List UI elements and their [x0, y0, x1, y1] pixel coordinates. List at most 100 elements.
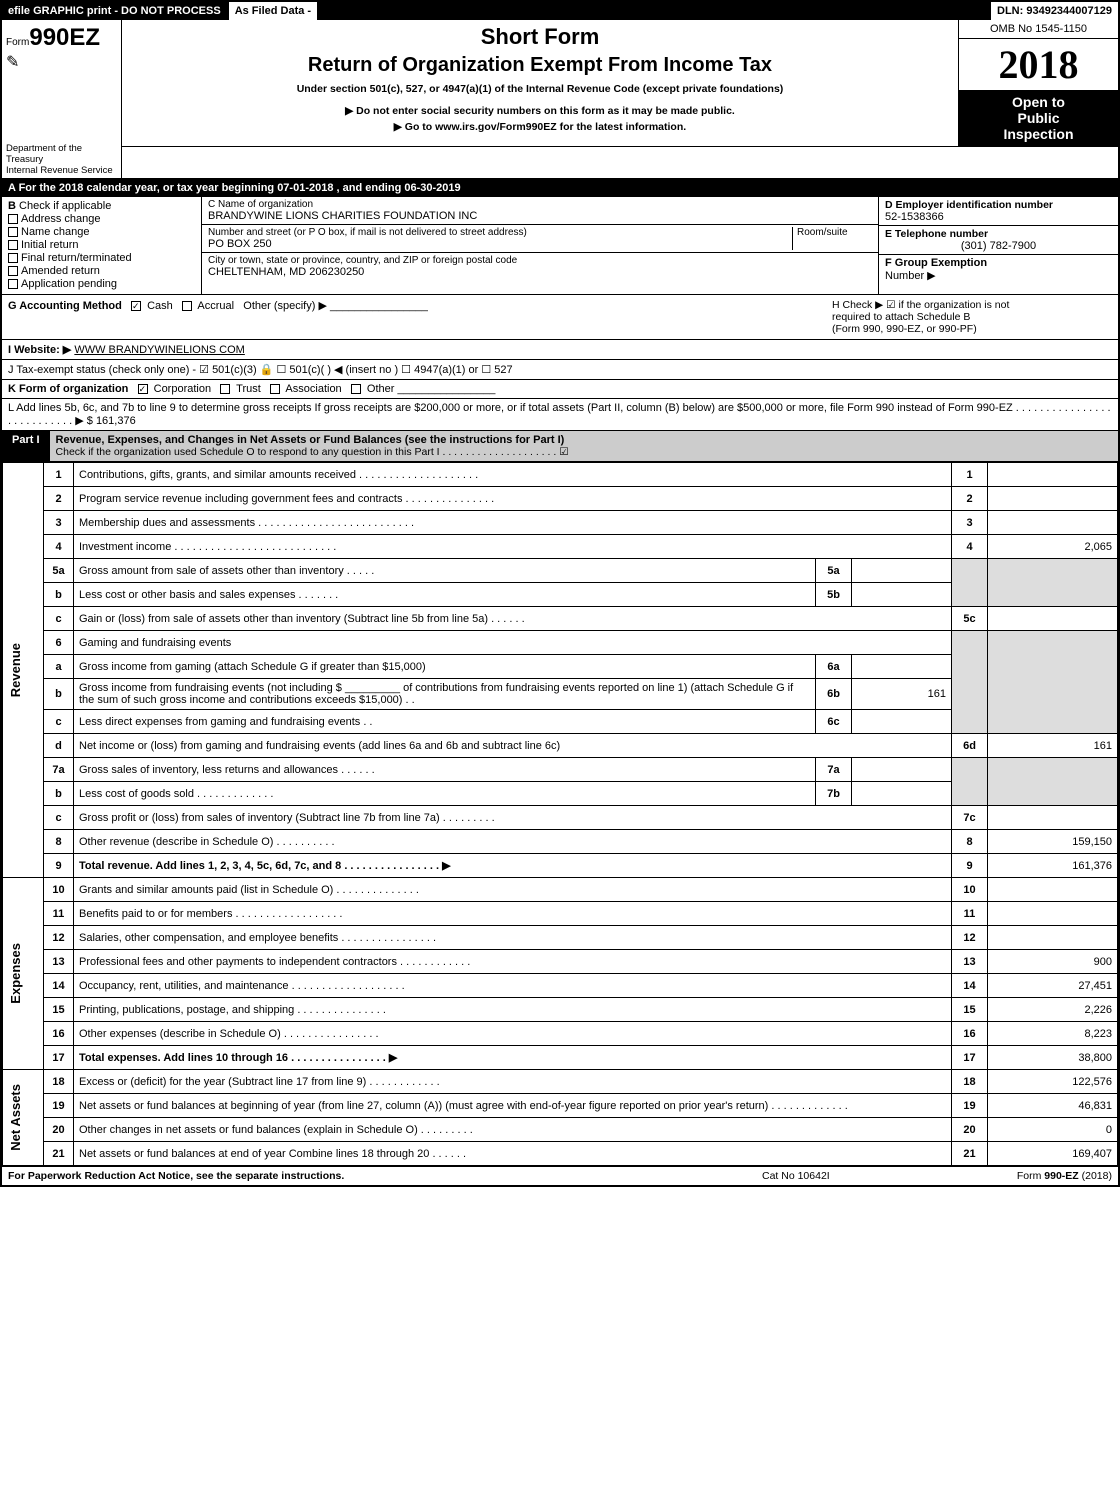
checkbox-corp-icon[interactable]: [138, 384, 148, 394]
dept3: Internal Revenue Service: [6, 165, 117, 176]
line-value: 159,150: [988, 830, 1118, 854]
section-def: D Employer identification number 52-1538…: [878, 197, 1118, 294]
table-row: 14 Occupancy, rent, utilities, and maint…: [3, 974, 1118, 998]
line-number: 17: [44, 1046, 74, 1070]
table-row: 7a Gross sales of inventory, less return…: [3, 758, 1118, 782]
instruct-wrap: ▶ Do not enter social security numbers o…: [130, 101, 950, 137]
cb-application-pending[interactable]: Application pending: [8, 278, 195, 290]
i-label: I Website: ▶: [8, 344, 71, 356]
grey-cell: [988, 758, 1118, 806]
grey-cell: [988, 631, 1118, 734]
line-value: [988, 878, 1118, 902]
title-right: OMB No 1545-1150 2018 Open to Public Ins…: [958, 20, 1118, 146]
table-row: 3 Membership dues and assessments . . . …: [3, 511, 1118, 535]
dept2: Treasury: [6, 154, 117, 165]
open-to-public-box: Open to Public Inspection: [959, 90, 1118, 146]
k-label: K Form of organization: [8, 383, 128, 395]
line-value: 38,800: [988, 1046, 1118, 1070]
table-row: c Gross profit or (loss) from sales of i…: [3, 806, 1118, 830]
table-row: 20 Other changes in net assets or fund b…: [3, 1118, 1118, 1142]
line-numcol: 2: [952, 487, 988, 511]
line-number: 21: [44, 1142, 74, 1166]
table-row: 12 Salaries, other compensation, and emp…: [3, 926, 1118, 950]
dln-label: DLN: 93492344007129: [989, 2, 1118, 20]
line-value: 2,226: [988, 998, 1118, 1022]
vert-netassets-label: Net Assets: [8, 1084, 23, 1151]
line-number: 5a: [44, 559, 74, 583]
checkbox-icon: [8, 214, 18, 224]
line-desc: Total expenses. Add lines 10 through 16 …: [74, 1046, 952, 1070]
section-e: E Telephone number (301) 782-7900: [879, 226, 1118, 255]
line-numcol: 3: [952, 511, 988, 535]
cb-final-return[interactable]: Final return/terminated: [8, 252, 195, 264]
line-desc: Benefits paid to or for members . . . . …: [74, 902, 952, 926]
line-desc: Salaries, other compensation, and employ…: [74, 926, 952, 950]
cb-initial-return[interactable]: Initial return: [8, 239, 195, 251]
line-numcol: 11: [952, 902, 988, 926]
grey-cell: [988, 559, 1118, 607]
line-numcol: 6d: [952, 734, 988, 758]
line-number: 9: [44, 854, 74, 878]
line-desc: Net assets or fund balances at end of ye…: [74, 1142, 952, 1166]
website-url[interactable]: WWW BRANDYWINELIONS COM: [74, 344, 245, 356]
table-row: Revenue 1 Contributions, gifts, grants, …: [3, 463, 1118, 487]
goto-link[interactable]: ▶ Go to www.irs.gov/Form990EZ for the la…: [130, 121, 950, 133]
b-label: B: [8, 200, 16, 212]
k-other: Other: [367, 383, 395, 395]
line-desc: Gross amount from sale of assets other t…: [74, 559, 816, 583]
d-label: D Employer identification number: [885, 199, 1112, 211]
line-numcol: 18: [952, 1070, 988, 1094]
line-value: 27,451: [988, 974, 1118, 998]
section-h: H Check ▶ ☑ if the organization is not r…: [832, 299, 1112, 335]
line-number: 4: [44, 535, 74, 559]
checkbox-cash-icon[interactable]: [131, 301, 141, 311]
org-name: BRANDYWINE LIONS CHARITIES FOUNDATION IN…: [208, 210, 872, 222]
sub-value: [852, 583, 952, 607]
table-row: 15 Printing, publications, postage, and …: [3, 998, 1118, 1022]
line-value: 169,407: [988, 1142, 1118, 1166]
sub-value: [852, 782, 952, 806]
table-row: 13 Professional fees and other payments …: [3, 950, 1118, 974]
cb-amended-return[interactable]: Amended return: [8, 265, 195, 277]
table-row: a Gross income from gaming (attach Sched…: [3, 655, 1118, 679]
sub-number: 5a: [816, 559, 852, 583]
table-row: 11 Benefits paid to or for members . . .…: [3, 902, 1118, 926]
line-desc: Professional fees and other payments to …: [74, 950, 952, 974]
checkbox-other-icon[interactable]: [351, 384, 361, 394]
cb-name-change[interactable]: Name change: [8, 226, 195, 238]
short-form-title: Short Form: [130, 24, 950, 50]
g-accrual: Accrual: [197, 300, 234, 312]
line-value: [988, 487, 1118, 511]
line-desc: Excess or (deficit) for the year (Subtra…: [74, 1070, 952, 1094]
line-numcol: 1: [952, 463, 988, 487]
ssn-warning: ▶ Do not enter social security numbers o…: [130, 105, 950, 117]
checkbox-assoc-icon[interactable]: [270, 384, 280, 394]
line-value: 122,576: [988, 1070, 1118, 1094]
checkbox-accrual-icon[interactable]: [182, 301, 192, 311]
table-row: b Less cost of goods sold . . . . . . . …: [3, 782, 1118, 806]
sub-number: 6c: [816, 710, 852, 734]
line-number: 6: [44, 631, 74, 655]
h-line1: H Check ▶ ☑ if the organization is not: [832, 299, 1112, 311]
section-k: K Form of organization Corporation Trust…: [2, 380, 1118, 399]
sub-number: 7a: [816, 758, 852, 782]
table-row: Net Assets 18 Excess or (deficit) for th…: [3, 1070, 1118, 1094]
line-value: [988, 607, 1118, 631]
section-g: G Accounting Method Cash Accrual Other (…: [8, 299, 832, 335]
checkbox-trust-icon[interactable]: [220, 384, 230, 394]
line-value: [988, 511, 1118, 535]
line-numcol: 8: [952, 830, 988, 854]
cb-label: Name change: [21, 226, 90, 238]
table-row: c Gain or (loss) from sale of assets oth…: [3, 607, 1118, 631]
tax-year: 2018: [959, 39, 1118, 90]
cb-address-change[interactable]: Address change: [8, 213, 195, 225]
line-numcol: 10: [952, 878, 988, 902]
line-desc: Gross profit or (loss) from sales of inv…: [74, 806, 952, 830]
line-number: c: [44, 806, 74, 830]
line-number: 12: [44, 926, 74, 950]
section-a: A For the 2018 calendar year, or tax yea…: [2, 179, 1118, 197]
line-numcol: 13: [952, 950, 988, 974]
line-number: b: [44, 583, 74, 607]
line-number: 14: [44, 974, 74, 998]
line-value: 46,831: [988, 1094, 1118, 1118]
